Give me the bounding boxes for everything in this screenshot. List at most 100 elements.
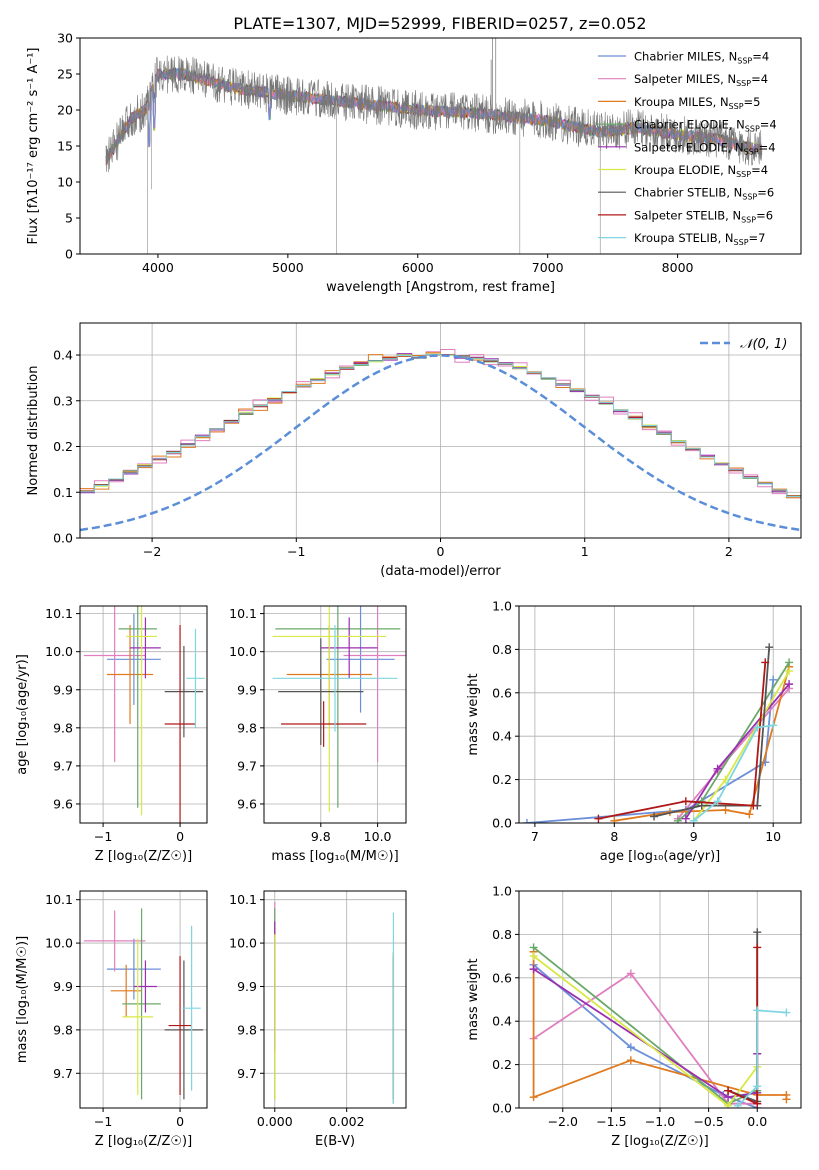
mass-weight-marker [765, 643, 774, 652]
x-tick-label: 8000 [662, 260, 694, 275]
mass-weight-series-line [693, 724, 774, 822]
histogram-step [80, 353, 801, 503]
y-tick-label: 0.4 [53, 348, 73, 363]
y-tick-label: 9.6 [237, 796, 257, 811]
mass-weight-marker [749, 801, 758, 810]
mass-weight-series-line [526, 679, 775, 823]
mass_weight_vs_Z-axes: −2.0 −1.5 −1.0 −0.5 0.0 0.0 0.2 0.4 0.6 0.8 1.0 Z [… [466, 884, 801, 1149]
mass-weight-marker [769, 675, 778, 684]
legend-entry-label: Kroupa ELODIE, NSSP=4 [634, 163, 768, 179]
y-tick-label: 9.9 [237, 979, 257, 994]
y-tick-label: 1.0 [492, 599, 512, 614]
histogram-lines [80, 349, 801, 532]
age_vs_Z-axes: −1 0 9.6 9.7 9.8 9.9 10.0 10.1 Z [log₁₀(Z/Z☉)] ag… [15, 606, 207, 864]
mass-weight-marker [713, 764, 722, 773]
mass-weight-marker [713, 797, 722, 806]
y-axis-label: Flux [fλ10⁻¹⁷ erg cm⁻² s⁻¹ A⁻¹] [26, 48, 41, 245]
y-axis-label: mass weight [466, 958, 481, 1040]
legend-entry-label: Kroupa STELIB, NSSP=7 [634, 231, 765, 247]
y-tick-label: 0.2 [492, 1057, 512, 1072]
y-tick-label: 9.8 [53, 720, 73, 735]
histogram-step [80, 354, 801, 502]
histogram-step [80, 353, 801, 503]
y-tick-label: 9.8 [53, 1022, 73, 1037]
spectrum-legend: Chabrier MILES, NSSP=4 Salpeter MILES, NS… [598, 50, 777, 247]
x-axis-label: Z [log₁₀(Z/Z☉)] [95, 849, 192, 864]
mass-weight-marker [785, 680, 794, 689]
legend-entry-label: Salpeter ELODIE, NSSP=4 [634, 140, 776, 156]
mass_weight_vs_age-axes: 7 8 9 10 0.0 0.2 0.4 0.6 0.8 1.0 age [log₁₀(age/yr… [466, 599, 801, 864]
x-tick-label: −2 [143, 544, 161, 559]
x-axis-label: Z [log₁₀(Z/Z☉)] [95, 1134, 192, 1149]
mass-weight-marker [782, 1008, 791, 1017]
y-tick-label: 0.8 [492, 927, 512, 942]
mass-weight-marker [733, 1101, 742, 1108]
y-axis-label: mass [log₁₀(M/M☉)] [15, 936, 30, 1063]
x-tick-label: −2.0 [548, 1114, 578, 1129]
x-tick-label: 0.0 [747, 1114, 767, 1129]
mass-weight-marker [681, 797, 690, 806]
mass-weight-marker [689, 816, 698, 823]
y-tick-label: 0.4 [492, 729, 512, 744]
x-tick-label: 0.002 [329, 1114, 365, 1129]
y-tick-label: 9.8 [237, 1022, 257, 1037]
x-tick-label: −1 [94, 1114, 112, 1129]
age_vs_Z-frame [79, 605, 208, 824]
mass_weight_vs_Z-lines [529, 928, 791, 1108]
y-tick-label: 9.9 [53, 682, 73, 697]
mass-weight-marker [721, 805, 730, 814]
y-tick-label: 10.1 [45, 606, 73, 621]
mass-weight-series-line [533, 972, 758, 1105]
legend-entry-label: Chabrier MILES, NSSP=4 [634, 50, 769, 66]
y-tick-label: 10.0 [229, 644, 257, 659]
mass-weight-marker [529, 952, 538, 961]
x-tick-label: 8 [610, 829, 618, 844]
mass-weight-marker [529, 965, 538, 974]
observed-spectrum-line [105, 55, 763, 173]
x-tick-label: −0.5 [693, 1114, 723, 1129]
mass-weight-marker [785, 667, 794, 676]
mass_weight_vs_age-frame [518, 605, 802, 824]
mass-weight-marker [753, 943, 762, 952]
x-tick-label: 2 [725, 544, 733, 559]
figure-title: PLATE=1307, MJD=52999, FIBERID=0257, z=0… [233, 14, 646, 33]
x-axis-label: Z [log₁₀(Z/Z☉)] [611, 1134, 708, 1149]
x-tick-label: 10 [765, 829, 781, 844]
y-tick-label: 10 [57, 175, 73, 190]
spectrum-lines [105, 38, 763, 254]
y-tick-label: 1.0 [492, 884, 512, 899]
y-tick-label: 10.0 [45, 936, 73, 951]
x-tick-label: 7 [531, 829, 539, 844]
histogram-step [80, 352, 801, 503]
mass-weight-series-line [677, 687, 790, 820]
y-tick-label: 10.0 [229, 936, 257, 951]
mass-weight-marker [724, 1101, 733, 1108]
mass-weight-marker [753, 928, 762, 937]
x-axis-label: age [log₁₀(age/yr)] [600, 849, 721, 864]
mass-weight-marker [626, 969, 635, 978]
y-tick-label: 0 [65, 247, 73, 262]
mass-weight-series-line [737, 1009, 787, 1107]
y-axis-label: Normed distribution [26, 366, 41, 496]
spectrum-axes: 4000 5000 6000 7000 8000 0 5 10 15 20 25 30 waveleng… [26, 31, 694, 296]
x-tick-label: 0 [437, 544, 445, 559]
mass-weight-series-line [727, 947, 759, 1106]
mass_vs_EBV-frame [263, 890, 407, 1109]
x-tick-label: 5000 [272, 260, 304, 275]
age_vs_Z-errorbars [83, 606, 205, 823]
y-tick-label: 20 [57, 103, 73, 118]
y-tick-label: 5 [65, 211, 73, 226]
mass-weight-marker [529, 943, 538, 952]
mass-weight-marker [721, 775, 730, 784]
y-tick-label: 0.0 [492, 1101, 512, 1116]
mass-weight-marker [745, 810, 754, 819]
y-tick-label: 9.9 [237, 682, 257, 697]
x-tick-label: −1 [94, 829, 112, 844]
x-tick-label: −1.5 [596, 1114, 626, 1129]
y-tick-label: 25 [57, 67, 73, 82]
x-tick-label: 9 [690, 829, 698, 844]
mass_vs_EBV-axes: 0.000 0.002 9.7 9.8 9.9 10.0 10.1 E(B-V) [229, 891, 406, 1149]
mass-weight-marker [650, 812, 659, 821]
mass-weight-marker [782, 1095, 791, 1104]
